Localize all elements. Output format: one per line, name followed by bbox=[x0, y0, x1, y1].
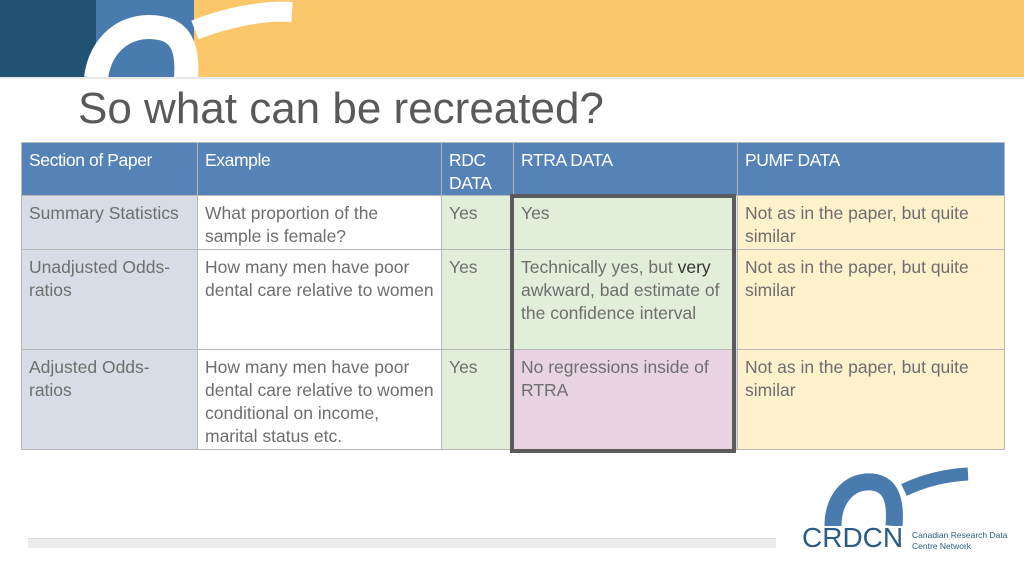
table-row: Summary Statistics What proportion of th… bbox=[21, 195, 1005, 250]
crdcn-arc-graphic bbox=[84, 1, 293, 78]
row-example: How many men have poor dental care relat… bbox=[197, 249, 442, 350]
header-pumf: PUMF DATA bbox=[737, 142, 1005, 196]
row-example: What proportion of the sample is female? bbox=[197, 195, 442, 250]
rtra-text-end: awkward, bad estimate of the confidence … bbox=[521, 280, 720, 323]
row-rtra: Yes bbox=[513, 195, 738, 250]
rtra-text-start: Technically yes, but bbox=[521, 257, 678, 277]
rtra-emphasis: very bbox=[677, 257, 711, 277]
row-section: Adjusted Odds-ratios bbox=[21, 349, 198, 450]
row-pumf: Not as in the paper, but quite similar bbox=[737, 195, 1005, 250]
header-rtra: RTRA DATA bbox=[513, 142, 738, 196]
slide-title: So what can be recreated? bbox=[78, 84, 604, 133]
footer-bar bbox=[28, 538, 776, 548]
row-section: Unadjusted Odds-ratios bbox=[21, 249, 198, 350]
row-rdc: Yes bbox=[441, 349, 514, 450]
header-rdc: RDC DATA bbox=[441, 142, 514, 196]
row-rdc: Yes bbox=[441, 249, 514, 350]
crdcn-logo-arc-icon bbox=[824, 467, 969, 526]
crdcn-logo: CRDCN Canadian Research Data Centre Netw… bbox=[800, 466, 1010, 556]
comparison-table: Section of Paper Example RDC DATA RTRA D… bbox=[21, 142, 1005, 450]
table-row: Adjusted Odds-ratios How many men have p… bbox=[21, 349, 1005, 450]
row-rtra: Technically yes, but very awkward, bad e… bbox=[513, 249, 738, 350]
table-row: Unadjusted Odds-ratios How many men have… bbox=[21, 249, 1005, 350]
row-pumf: Not as in the paper, but quite similar bbox=[737, 249, 1005, 350]
header-divider bbox=[0, 77, 1024, 79]
header-band-navy bbox=[0, 0, 96, 78]
table-header-row: Section of Paper Example RDC DATA RTRA D… bbox=[21, 142, 1005, 196]
row-rtra: No regressions inside of RTRA bbox=[513, 349, 738, 450]
crdcn-wordmark: CRDCN bbox=[802, 522, 904, 553]
header-example: Example bbox=[197, 142, 442, 196]
row-rdc: Yes bbox=[441, 195, 514, 250]
crdcn-subtitle: Canadian Research Data Centre Network bbox=[912, 530, 1008, 551]
header-section: Section of Paper bbox=[21, 142, 198, 196]
row-example: How many men have poor dental care relat… bbox=[197, 349, 442, 450]
row-section: Summary Statistics bbox=[21, 195, 198, 250]
row-pumf: Not as in the paper, but quite similar bbox=[737, 349, 1005, 450]
